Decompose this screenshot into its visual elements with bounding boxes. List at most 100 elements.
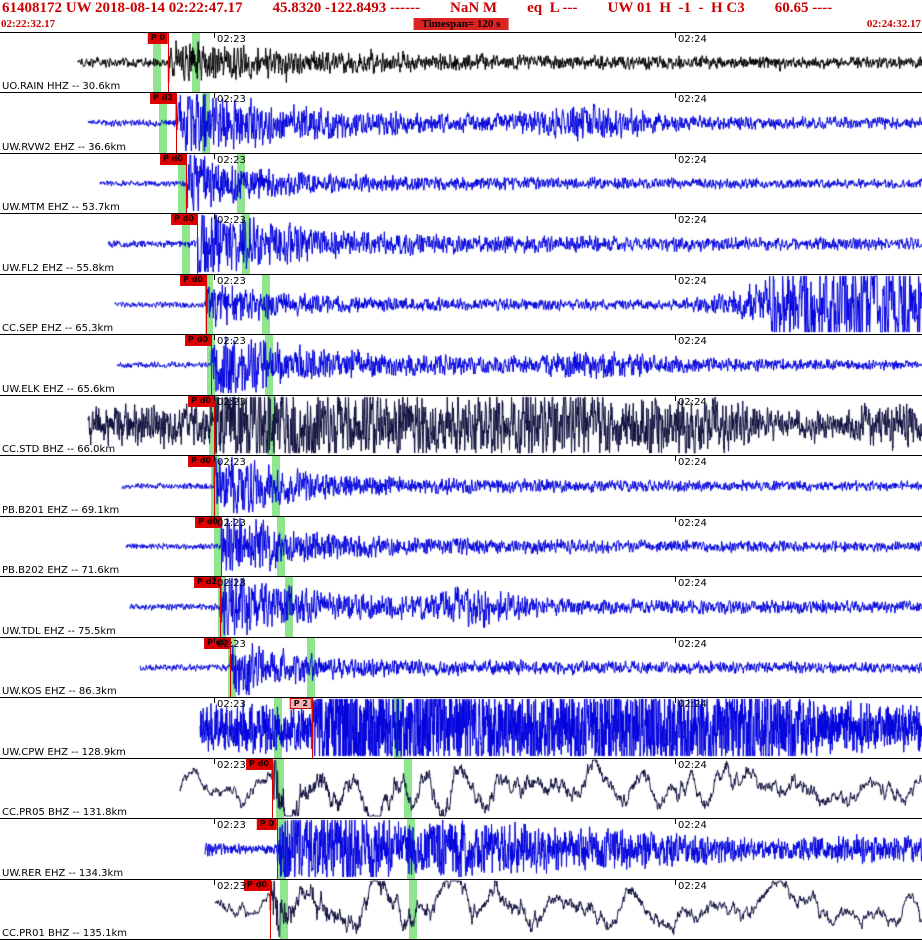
- trace-row[interactable]: P d0 02:23 02:24 UW.MTM EHZ -- 53.7km: [0, 152, 922, 214]
- trace-row[interactable]: P d0 02:23 02:24 UW.ELK EHZ -- 65.6km: [0, 334, 922, 395]
- pick-line: [214, 456, 215, 516]
- time-tick: [214, 819, 215, 825]
- event-depth: 60.65 ----: [774, 0, 833, 16]
- event-network-flags: UW 01 H -1 - H C3: [607, 0, 745, 16]
- pick-flag[interactable]: P d2: [150, 93, 176, 105]
- pick-flag[interactable]: P d0: [195, 516, 221, 528]
- pick-flag[interactable]: P d0: [246, 758, 272, 770]
- trace-row[interactable]: P d0 02:23 02:24 UW.KOS EHZ -- 86.3km: [0, 636, 922, 698]
- time-tick-label: 02:24: [678, 457, 707, 469]
- station-label: UW.TDL EHZ -- 75.5km: [2, 625, 116, 637]
- pick-flag[interactable]: P d0: [185, 335, 211, 347]
- time-tick-label: 02:23: [217, 638, 246, 650]
- time-tick: [214, 153, 215, 159]
- time-tick: [675, 758, 676, 764]
- timespan-badge[interactable]: Timespan= 120 s: [413, 18, 509, 30]
- waveform-canvas[interactable]: [0, 577, 922, 637]
- time-window-bar: 02:22:32.17 Timespan= 120 s 02:24:32.17: [0, 18, 922, 32]
- time-tick: [675, 93, 676, 99]
- trace-row[interactable]: P d0 02:23 02:24 CC.PR05 BHZ -- 131.8km: [0, 757, 922, 819]
- time-tick: [675, 879, 676, 885]
- time-tick-label: 02:23: [217, 34, 246, 45]
- trace-row[interactable]: P d2 02:23 02:24 UW.TDL EHZ -- 75.5km: [0, 576, 922, 637]
- time-tick: [675, 214, 676, 220]
- station-label: UW.KOS EHZ -- 86.3km: [2, 686, 117, 698]
- waveform-canvas[interactable]: [0, 758, 922, 819]
- time-tick-label: 02:24: [678, 820, 707, 832]
- waveform-canvas[interactable]: [0, 153, 922, 214]
- time-tick-label: 02:23: [217, 275, 246, 287]
- station-label: CC.PR05 BHZ -- 131.8km: [2, 807, 127, 819]
- pick-flag[interactable]: P 0: [256, 819, 277, 831]
- time-tick-label: 02:24: [678, 275, 707, 287]
- time-tick: [214, 456, 215, 462]
- time-tick-label: 02:24: [678, 396, 707, 408]
- waveform-canvas[interactable]: [0, 335, 922, 395]
- time-tick: [214, 879, 215, 885]
- trace-row[interactable]: P d0 02:23 02:24 CC.PR01 BHZ -- 135.1km: [0, 878, 922, 940]
- time-tick: [675, 456, 676, 462]
- event-coordinates: 45.8320 -122.8493 ------: [272, 0, 421, 16]
- trace-row[interactable]: P 2 02:23 02:24 UW.CPW EHZ -- 128.9km: [0, 697, 922, 758]
- time-tick-label: 02:23: [217, 457, 246, 469]
- waveform-canvas[interactable]: [0, 214, 922, 274]
- pick-flag[interactable]: P 0: [147, 33, 168, 44]
- waveform-canvas[interactable]: [0, 274, 922, 335]
- pick-line: [221, 516, 222, 577]
- trace-row[interactable]: P d0 02:23 02:24 CC.STD BHZ -- 66.0km: [0, 394, 922, 456]
- waveform-canvas[interactable]: [0, 879, 922, 940]
- time-tick-label: 02:23: [217, 699, 246, 711]
- trace-row[interactable]: P d0 02:23 02:24 PB.B201 EHZ -- 69.1km: [0, 455, 922, 516]
- window-start-time: 02:22:32.17: [1, 18, 56, 30]
- pick-line: [220, 577, 221, 637]
- time-tick: [214, 93, 215, 99]
- trace-area: P 0 02:23 02:24 UO.RAIN HHZ -- 30.6km P d2 02…: [0, 32, 922, 940]
- time-tick-label: 02:23: [217, 396, 246, 408]
- station-label: CC.PR01 BHZ -- 135.1km: [2, 928, 127, 940]
- time-tick-label: 02:23: [217, 759, 246, 771]
- time-tick: [214, 335, 215, 341]
- event-id-origin: 61408172 UW 2018-08-14 02:22:47.17: [2, 0, 243, 16]
- waveform-canvas[interactable]: [0, 93, 922, 153]
- station-label: UO.RAIN HHZ -- 30.6km: [2, 81, 121, 93]
- time-tick: [214, 698, 215, 704]
- trace-row[interactable]: P 0 02:23 02:24 UW.RER EHZ -- 134.3km: [0, 818, 922, 879]
- time-tick: [214, 395, 215, 401]
- pick-line: [197, 214, 198, 274]
- waveform-canvas[interactable]: [0, 637, 922, 698]
- pick-flag[interactable]: P d0: [204, 637, 230, 649]
- waveform-canvas[interactable]: [0, 698, 922, 758]
- time-tick: [675, 335, 676, 341]
- pick-flag[interactable]: P d0: [188, 456, 214, 468]
- waveform-canvas[interactable]: [0, 456, 922, 516]
- waveform-canvas[interactable]: [0, 395, 922, 456]
- pick-flag[interactable]: P d0: [188, 395, 214, 407]
- trace-row[interactable]: P d0 02:23 02:24 CC.SEP EHZ -- 65.3km: [0, 273, 922, 335]
- trace-row[interactable]: P 0 02:23 02:24 UO.RAIN HHZ -- 30.6km: [0, 32, 922, 93]
- trace-row[interactable]: P d0 02:23 02:24 UW.FL2 EHZ -- 55.8km: [0, 213, 922, 274]
- pick-line: [312, 698, 313, 758]
- pick-flag[interactable]: P d0: [171, 214, 197, 226]
- pick-flag[interactable]: P d0: [244, 879, 270, 891]
- pick-line: [230, 637, 231, 698]
- pick-flag[interactable]: P d2: [194, 577, 220, 589]
- window-end-time: 02:24:32.17: [866, 18, 921, 30]
- waveform-canvas[interactable]: [0, 33, 922, 93]
- pick-line: [176, 93, 177, 153]
- trace-row[interactable]: P d2 02:23 02:24 UW.RVW2 EHZ -- 36.6km: [0, 92, 922, 153]
- time-tick-label: 02:23: [217, 820, 246, 832]
- pick-line: [277, 819, 278, 879]
- time-tick: [675, 33, 676, 38]
- pick-flag[interactable]: P d0: [180, 274, 206, 286]
- pick-flag[interactable]: P d0: [160, 153, 186, 165]
- pick-line: [211, 335, 212, 395]
- pick-line: [272, 758, 273, 819]
- waveform-canvas[interactable]: [0, 516, 922, 577]
- station-label: UW.CPW EHZ -- 128.9km: [2, 746, 126, 758]
- trace-row[interactable]: P d0 02:23 02:24 PB.B202 EHZ -- 71.6km: [0, 515, 922, 577]
- time-tick-label: 02:24: [678, 759, 707, 771]
- time-tick-label: 02:23: [217, 215, 246, 227]
- pick-flag[interactable]: P 2: [289, 698, 312, 710]
- waveform-canvas[interactable]: [0, 819, 922, 879]
- pick-line: [186, 153, 187, 214]
